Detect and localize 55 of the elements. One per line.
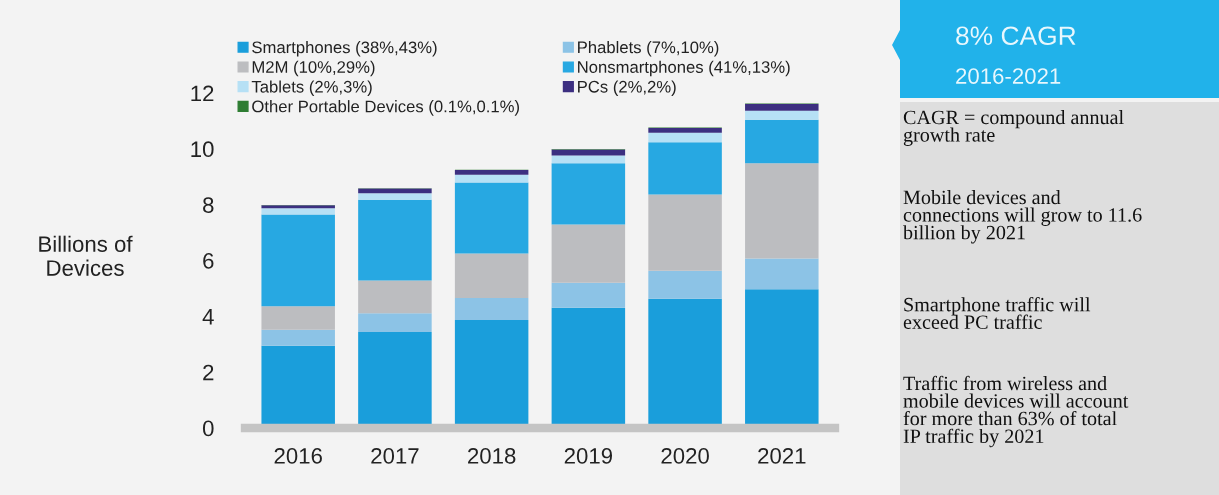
- bar: [551, 224, 626, 283]
- bar: [454, 170, 529, 175]
- bar: [358, 313, 432, 332]
- legend-label: Nonsmartphones (41%,13%): [578, 60, 790, 77]
- text: CAGR = compound annual growth rate: [903, 110, 1124, 146]
- bar: [745, 258, 819, 290]
- bar: [648, 132, 722, 143]
- y-tick-label: 2: [203, 364, 214, 381]
- text: 8% CAGR: [956, 26, 1076, 46]
- bar: [648, 142, 722, 195]
- bar: [358, 280, 432, 314]
- y-tick-label: 0: [202, 420, 214, 437]
- text: Mobile devices and connections will grow to 11.6 billion by 2021: [903, 190, 1142, 244]
- bar: [261, 208, 335, 215]
- bar: [358, 188, 432, 194]
- legend-label: Smartphones (38%,43%): [252, 41, 437, 57]
- legend-label: Tablets (2%,3%): [251, 80, 372, 96]
- bar: [454, 253, 529, 298]
- text: Smartphone traffic will exceed PC traffic: [903, 297, 1091, 329]
- x-tick-label: 2018: [468, 448, 516, 464]
- legend-label: PCs (2%,2%): [578, 80, 676, 96]
- x-tick-label: 2016: [274, 448, 322, 464]
- bar: [648, 270, 722, 299]
- x-tick-label: 2021: [758, 448, 806, 464]
- text: Traffic from wireless and mobile devices will account for more than 63% of total IP traffic by 2021: [903, 375, 1129, 448]
- bar: [648, 194, 722, 271]
- y-tick-label: 6: [203, 253, 214, 269]
- bar: [454, 182, 529, 254]
- bar: [454, 174, 529, 183]
- y-tick-label: 4: [202, 309, 214, 325]
- bar: [454, 297, 529, 320]
- y-tick-label: 12: [191, 85, 214, 102]
- bar: [551, 149, 626, 156]
- bar: [745, 163, 819, 259]
- y-tick-label: 8: [203, 197, 214, 213]
- bar: [358, 193, 432, 200]
- bar: [648, 127, 722, 133]
- text: 2016-2021: [956, 68, 1061, 84]
- bar: [551, 282, 626, 308]
- legend-label: Phablets (7%,10%): [578, 41, 719, 57]
- bar: [261, 214, 335, 307]
- bar: [745, 103, 819, 111]
- bar: [745, 110, 819, 120]
- legend-label: Other Portable Devices (0.1%,0.1%): [252, 100, 519, 116]
- bar: [261, 306, 335, 330]
- y-axis-title: Billions of Devices: [39, 235, 133, 276]
- bar: [745, 119, 819, 164]
- x-tick-label: 2020: [661, 448, 709, 464]
- legend-label: M2M (10%,29%): [252, 60, 375, 77]
- bar: [358, 199, 432, 281]
- bar: [551, 163, 626, 225]
- bar: [261, 329, 335, 346]
- x-tick-label: 2019: [564, 448, 613, 464]
- y-tick-label: 10: [191, 141, 214, 158]
- x-tick-label: 2017: [371, 448, 419, 464]
